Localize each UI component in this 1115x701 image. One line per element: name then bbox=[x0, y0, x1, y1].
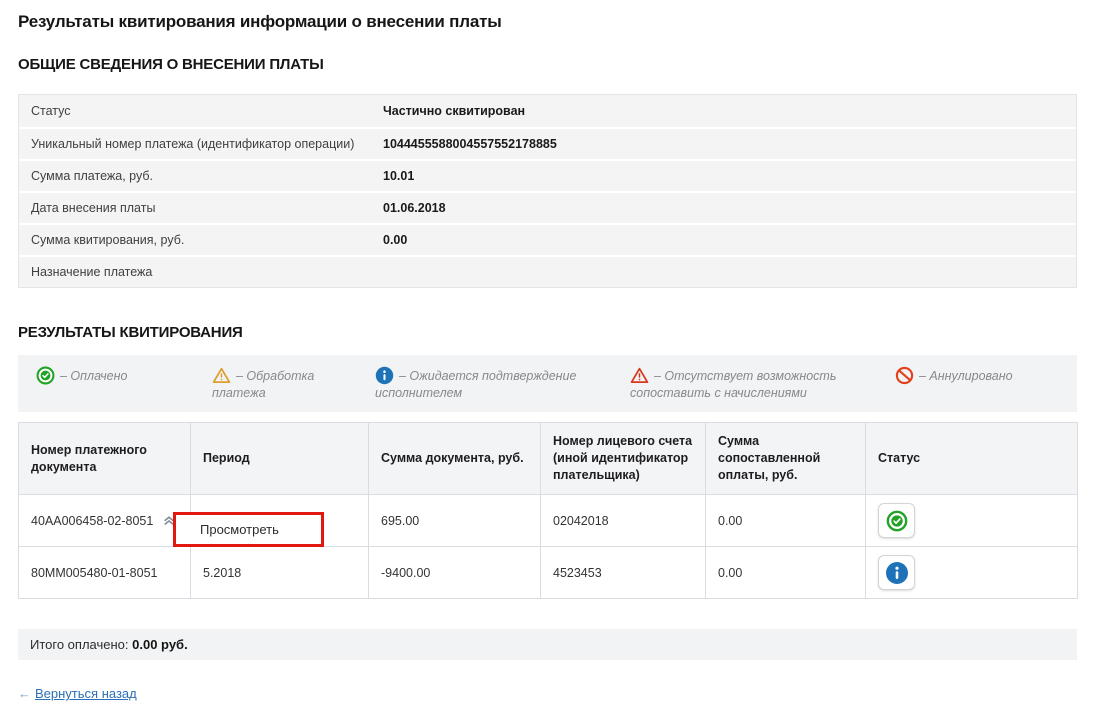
legend-item-paid: – Оплачено bbox=[36, 366, 212, 385]
col-header-account-number: Номер лицевого счета (иной идентификатор… bbox=[540, 422, 706, 495]
info-value: Частично сквитирован bbox=[383, 104, 526, 118]
document-number: 80MM005480-01-8051 bbox=[31, 565, 158, 580]
info-label: Сумма платежа, руб. bbox=[31, 169, 153, 183]
info-value: 01.06.2018 bbox=[383, 201, 446, 215]
total-paid-bar: Итого оплачено: 0.00 руб. bbox=[18, 629, 1077, 660]
legend-label: – Обработка платежа bbox=[212, 369, 315, 400]
results-table: Номер платежного документа Период Сумма … bbox=[18, 422, 1078, 599]
back-arrow-icon: ← bbox=[18, 686, 31, 701]
back-link[interactable]: Вернуться назад bbox=[35, 686, 137, 701]
legend-item-processing: – Обработка платежа bbox=[212, 366, 375, 401]
processing-warning-triangle-icon bbox=[212, 366, 231, 385]
cell-period: 5.2018 bbox=[190, 546, 369, 599]
collapse-chevron-double-up-icon[interactable] bbox=[160, 513, 178, 529]
info-value: 10.01 bbox=[383, 169, 415, 183]
cell-account-number: 02042018 bbox=[540, 494, 706, 547]
col-header-period: Период bbox=[190, 422, 369, 495]
legend-item-awaiting: – Ожидается подтверждение исполнителем bbox=[375, 366, 630, 401]
status-awaiting-button[interactable] bbox=[878, 555, 915, 590]
table-row: Сумма платежа, руб. 10.01 bbox=[19, 159, 1076, 191]
awaiting-info-circle-icon bbox=[375, 366, 394, 385]
cell-account-number: 4523453 bbox=[540, 546, 706, 599]
payment-reconciliation-page: Результаты квитирования информации о вне… bbox=[18, 12, 1078, 701]
info-label: Назначение платежа bbox=[31, 265, 153, 279]
cell-document-sum: 695.00 bbox=[368, 494, 541, 547]
table-row: Сумма квитирования, руб. 0.00 bbox=[19, 223, 1076, 255]
info-label: Дата внесения платы bbox=[31, 201, 156, 215]
no-match-warning-triangle-icon bbox=[630, 366, 649, 385]
document-number: 40AA006458-02-8051 bbox=[31, 513, 154, 528]
col-header-matched-sum: Сумма сопоставленной оплаты, руб. bbox=[705, 422, 866, 495]
table-header-row: Номер платежного документа Период Сумма … bbox=[18, 422, 1078, 495]
legend-label: – Ожидается подтверждение исполнителем bbox=[375, 369, 577, 400]
general-info-table: Статус Частично сквитирован Уникальный н… bbox=[18, 94, 1077, 288]
total-value: 0.00 руб. bbox=[132, 637, 188, 652]
page-title: Результаты квитирования информации о вне… bbox=[18, 12, 502, 31]
info-value: 1044455588004557552178885 bbox=[383, 137, 557, 151]
total-label: Итого оплачено: bbox=[30, 637, 129, 652]
view-menu-label: Просмотреть bbox=[200, 522, 279, 537]
table-row: Уникальный номер платежа (идентификатор … bbox=[19, 127, 1076, 159]
table-row: Статус Частично сквитирован bbox=[19, 95, 1076, 127]
section-title-general: ОБЩИЕ СВЕДЕНИЯ О ВНЕСЕНИИ ПЛАТЫ bbox=[18, 56, 324, 73]
results-table-wrap: Номер платежного документа Период Сумма … bbox=[18, 422, 1078, 599]
cell-document-number: 80MM005480-01-8051 bbox=[18, 546, 191, 599]
info-label: Статус bbox=[31, 104, 71, 118]
info-label: Сумма квитирования, руб. bbox=[31, 233, 185, 247]
table-row: Дата внесения платы 01.06.2018 bbox=[19, 191, 1076, 223]
cell-document-sum: -9400.00 bbox=[368, 546, 541, 599]
annulled-prohibit-icon bbox=[895, 366, 914, 385]
table-row: Назначение платежа bbox=[19, 255, 1076, 287]
table-row: 80MM005480-01-8051 5.2018 -9400.00 45234… bbox=[18, 546, 1078, 599]
cell-status bbox=[865, 494, 1078, 547]
cell-document-number: 40AA006458-02-8051 bbox=[18, 494, 191, 547]
col-header-document-number: Номер платежного документа bbox=[18, 422, 191, 495]
status-legend: – Оплачено – Обработка платежа – Ожидает… bbox=[18, 355, 1077, 412]
info-circle-icon bbox=[885, 561, 909, 585]
info-value: 0.00 bbox=[383, 233, 408, 247]
col-header-status: Статус bbox=[865, 422, 1078, 495]
paid-check-circle-icon bbox=[36, 366, 55, 385]
cell-matched-sum: 0.00 bbox=[705, 494, 866, 547]
info-label: Уникальный номер платежа (идентификатор … bbox=[31, 137, 355, 151]
view-menu-item[interactable]: Просмотреть bbox=[173, 512, 324, 547]
legend-label: – Аннулировано bbox=[919, 369, 1013, 383]
section-title-results: РЕЗУЛЬТАТЫ КВИТИРОВАНИЯ bbox=[18, 324, 243, 341]
legend-item-no-match: – Отсутствует возможность сопоставить с … bbox=[630, 366, 895, 401]
cell-status bbox=[865, 546, 1078, 599]
status-paid-button[interactable] bbox=[878, 503, 915, 538]
check-circle-icon bbox=[886, 510, 908, 532]
legend-label: – Отсутствует возможность сопоставить с … bbox=[630, 369, 837, 400]
legend-item-annulled: – Аннулировано bbox=[895, 366, 1060, 385]
col-header-document-sum: Сумма документа, руб. bbox=[368, 422, 541, 495]
legend-label: – Оплачено bbox=[60, 369, 128, 383]
back-link-row: ← Вернуться назад bbox=[18, 686, 1077, 701]
cell-matched-sum: 0.00 bbox=[705, 546, 866, 599]
